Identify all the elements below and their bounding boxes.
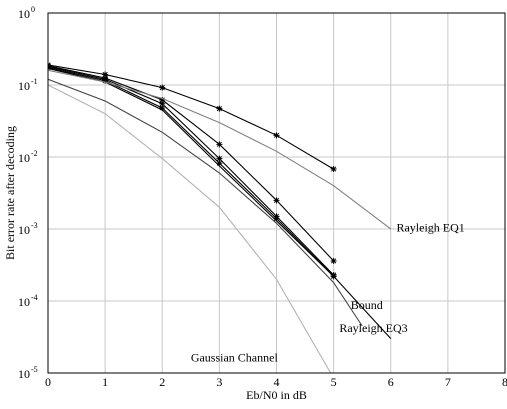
series-5 [48,78,363,327]
series-0 [48,61,337,173]
x-tick-label: 1 [102,375,108,389]
y-tick-label: 10 [18,79,30,93]
y-tick-base: 10 [18,151,30,165]
data-point-marker [159,100,166,107]
data-point-marker [216,105,223,112]
data-point-marker [273,215,280,222]
data-point-marker [330,257,337,264]
y-tick-label: 10 [18,223,30,237]
data-point-marker [216,155,223,162]
y-tick-exponent: -5 [31,365,38,374]
data-point-marker [159,84,166,91]
x-tick-label: 0 [45,375,51,389]
y-tick-base: 10 [18,367,30,381]
series-3 [48,64,337,280]
series-line [48,78,363,327]
x-tick-label: 3 [216,375,222,389]
data-point-marker [330,166,337,173]
data-point-marker [102,77,109,84]
x-tick-label: 5 [331,375,337,389]
series-line [48,84,332,373]
y-tick-base: 10 [18,7,30,21]
series-annotation: Rayleigh EQ3 [339,321,407,335]
data-point-marker [273,197,280,204]
series-line [48,66,334,277]
series-line [48,66,334,276]
grid-lines [48,13,505,373]
data-point-marker [273,132,280,139]
x-tick-label: 8 [502,375,507,389]
data-point-marker [102,71,109,78]
y-tick-label: 10 [18,7,30,21]
y-tick-label: 10 [18,151,30,165]
y-axis-label: Bit error rate after decoding [3,126,17,260]
y-tick-exponent: 0 [31,5,35,14]
series-2 [48,63,337,278]
y-tick-base: 10 [18,295,30,309]
series-line [48,69,392,230]
data-point-marker [216,141,223,148]
y-tick-base: 10 [18,79,30,93]
y-tick-label: 10 [18,295,30,309]
series-line [48,65,335,262]
y-tick-exponent: -1 [31,77,38,86]
y-tick-label: 10 [18,367,30,381]
y-tick-exponent: -2 [31,149,38,158]
series-layer [48,61,392,373]
series-annotation: Gaussian Channel [191,350,279,364]
plot-frame [47,12,506,374]
x-axis-label: Eb/N0 in dB [246,388,307,402]
data-point-marker [159,96,166,103]
series-annotation: Bound [351,298,383,312]
series-line [48,64,334,170]
series-annotation: Rayleigh EQ1 [396,220,464,234]
series-7 [48,84,332,373]
x-tick-label: 2 [159,375,165,389]
x-tick-label: 4 [274,375,280,389]
y-tick-exponent: -4 [31,293,38,302]
annotation-layer: Rayleigh EQ1 Bound Rayleigh EQ3 Gaussian Ch… [191,220,465,364]
data-point-marker [159,104,166,111]
series-6 [48,69,392,230]
x-tick-label: 7 [445,375,451,389]
data-point-marker [216,160,223,167]
y-tick-base: 10 [18,223,30,237]
y-tick-exponent: -3 [31,221,38,230]
x-tick-label: 6 [388,375,394,389]
